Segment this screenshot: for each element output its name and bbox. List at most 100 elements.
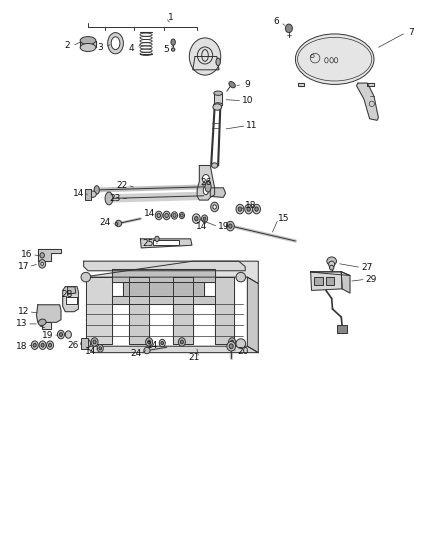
Ellipse shape bbox=[229, 224, 232, 228]
Ellipse shape bbox=[108, 33, 124, 54]
Text: 27: 27 bbox=[361, 263, 372, 272]
Ellipse shape bbox=[115, 222, 118, 225]
Text: 24: 24 bbox=[100, 219, 111, 228]
Ellipse shape bbox=[202, 174, 209, 183]
Ellipse shape bbox=[238, 207, 242, 211]
Ellipse shape bbox=[41, 343, 44, 347]
Ellipse shape bbox=[161, 342, 163, 345]
Ellipse shape bbox=[171, 48, 175, 51]
Text: 12: 12 bbox=[18, 307, 29, 316]
Polygon shape bbox=[130, 277, 149, 344]
Ellipse shape bbox=[93, 340, 96, 344]
Ellipse shape bbox=[80, 37, 96, 45]
Ellipse shape bbox=[180, 340, 184, 344]
Ellipse shape bbox=[38, 319, 46, 326]
Ellipse shape bbox=[148, 340, 151, 344]
Bar bbox=[81, 338, 88, 350]
Bar bbox=[326, 277, 334, 285]
Polygon shape bbox=[311, 272, 342, 290]
Text: 13: 13 bbox=[16, 319, 28, 328]
Bar bbox=[314, 277, 323, 285]
Bar bbox=[152, 240, 179, 245]
Ellipse shape bbox=[144, 348, 150, 354]
Polygon shape bbox=[84, 261, 245, 271]
Ellipse shape bbox=[81, 339, 91, 349]
Polygon shape bbox=[214, 93, 223, 105]
Polygon shape bbox=[63, 287, 78, 312]
Polygon shape bbox=[367, 83, 374, 86]
Text: 26: 26 bbox=[200, 178, 212, 187]
Polygon shape bbox=[80, 41, 96, 47]
Ellipse shape bbox=[203, 186, 208, 195]
Text: 14: 14 bbox=[73, 189, 84, 198]
Ellipse shape bbox=[227, 342, 236, 351]
Text: 25: 25 bbox=[143, 239, 154, 248]
Ellipse shape bbox=[201, 215, 208, 222]
Text: 14: 14 bbox=[147, 341, 158, 350]
Ellipse shape bbox=[229, 82, 235, 88]
Ellipse shape bbox=[205, 181, 211, 192]
Ellipse shape bbox=[203, 217, 206, 220]
Ellipse shape bbox=[159, 340, 165, 347]
Polygon shape bbox=[197, 165, 215, 200]
Ellipse shape bbox=[178, 338, 185, 346]
Polygon shape bbox=[112, 296, 215, 304]
Text: 14: 14 bbox=[85, 347, 96, 356]
Text: 22: 22 bbox=[117, 181, 128, 190]
Ellipse shape bbox=[194, 216, 198, 221]
Ellipse shape bbox=[213, 205, 216, 209]
Ellipse shape bbox=[116, 220, 122, 227]
Ellipse shape bbox=[236, 204, 244, 214]
Bar bbox=[85, 189, 91, 199]
Ellipse shape bbox=[214, 91, 223, 95]
Ellipse shape bbox=[216, 58, 220, 66]
Text: 15: 15 bbox=[278, 214, 290, 223]
Ellipse shape bbox=[39, 341, 46, 350]
Polygon shape bbox=[247, 277, 258, 353]
Text: 7: 7 bbox=[408, 28, 414, 37]
Ellipse shape bbox=[165, 213, 168, 217]
Ellipse shape bbox=[155, 211, 162, 220]
Polygon shape bbox=[66, 297, 77, 304]
Ellipse shape bbox=[229, 344, 233, 349]
Ellipse shape bbox=[91, 338, 98, 346]
Text: 18: 18 bbox=[16, 342, 28, 351]
Ellipse shape bbox=[94, 185, 99, 194]
Text: 5: 5 bbox=[163, 45, 169, 54]
Ellipse shape bbox=[41, 262, 43, 265]
Polygon shape bbox=[215, 277, 234, 344]
Ellipse shape bbox=[236, 339, 246, 349]
Ellipse shape bbox=[99, 347, 102, 350]
Ellipse shape bbox=[255, 207, 258, 211]
Text: 11: 11 bbox=[246, 121, 258, 130]
Polygon shape bbox=[67, 287, 76, 294]
Text: 28: 28 bbox=[61, 289, 73, 298]
Ellipse shape bbox=[179, 212, 184, 219]
Ellipse shape bbox=[157, 213, 160, 217]
Ellipse shape bbox=[31, 341, 38, 350]
Text: 19: 19 bbox=[218, 222, 229, 231]
Ellipse shape bbox=[146, 338, 152, 346]
Ellipse shape bbox=[46, 341, 53, 350]
Text: 14: 14 bbox=[196, 222, 207, 231]
Text: 2: 2 bbox=[64, 42, 70, 51]
Text: 9: 9 bbox=[244, 80, 250, 89]
Polygon shape bbox=[341, 272, 350, 293]
Text: 6: 6 bbox=[273, 18, 279, 27]
Polygon shape bbox=[193, 56, 219, 70]
Ellipse shape bbox=[88, 191, 96, 197]
Polygon shape bbox=[86, 277, 112, 344]
Ellipse shape bbox=[236, 272, 246, 282]
Ellipse shape bbox=[171, 212, 177, 219]
Polygon shape bbox=[297, 83, 304, 86]
Polygon shape bbox=[210, 188, 226, 197]
Ellipse shape bbox=[247, 207, 251, 211]
Text: 17: 17 bbox=[18, 262, 29, 271]
Text: 24: 24 bbox=[131, 349, 141, 358]
Ellipse shape bbox=[214, 103, 223, 107]
Polygon shape bbox=[38, 249, 61, 261]
Ellipse shape bbox=[60, 333, 63, 336]
Ellipse shape bbox=[80, 44, 96, 52]
Ellipse shape bbox=[253, 204, 261, 214]
Text: 4: 4 bbox=[129, 44, 134, 53]
